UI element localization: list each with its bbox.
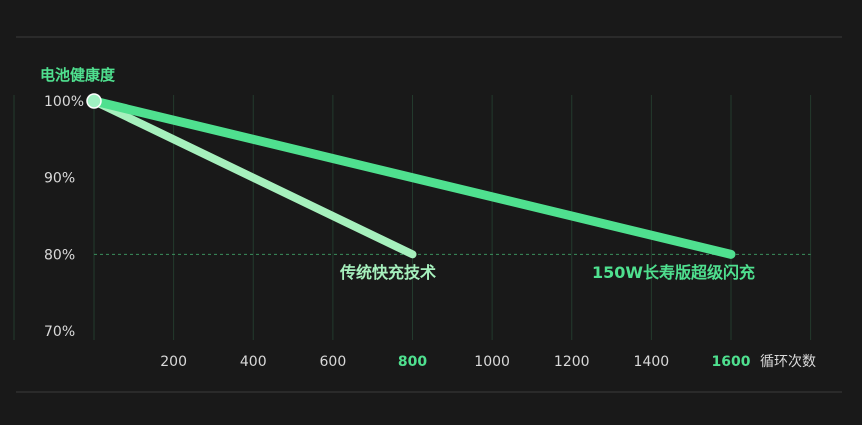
grid-lines (13, 95, 812, 340)
x-tick-label: 1400 (634, 354, 670, 370)
x-axis-label: 循环次数 (760, 354, 816, 370)
y-tick-label: 100% (44, 94, 84, 110)
x-tick-label: 400 (240, 354, 267, 370)
x-tick-label: 600 (320, 354, 347, 370)
series-label-150w: 150W长寿版超级闪充 (592, 263, 755, 282)
x-tick-label: 200 (160, 354, 187, 370)
y-tick-label: 80% (44, 247, 75, 263)
y-axis-label: 电池健康度 (40, 66, 116, 84)
series-lines (89, 96, 736, 259)
x-tick-label: 1200 (554, 354, 590, 370)
y-tick-label: 90% (44, 171, 75, 187)
series-line-0 (90, 97, 417, 259)
x-tick-label: 1600 (712, 354, 751, 370)
y-tick-labels: 100% 90% 80% 70% (44, 94, 84, 340)
x-tick-labels: 200 400 600 800 1000 1200 1400 1600 (160, 354, 750, 370)
y-tick-label: 70% (44, 324, 75, 340)
series-line-1 (89, 96, 736, 259)
series-label-traditional: 传统快充技术 (339, 263, 436, 282)
x-tick-label: 1000 (474, 354, 510, 370)
start-point-marker (86, 93, 102, 109)
x-tick-label: 800 (398, 354, 427, 370)
